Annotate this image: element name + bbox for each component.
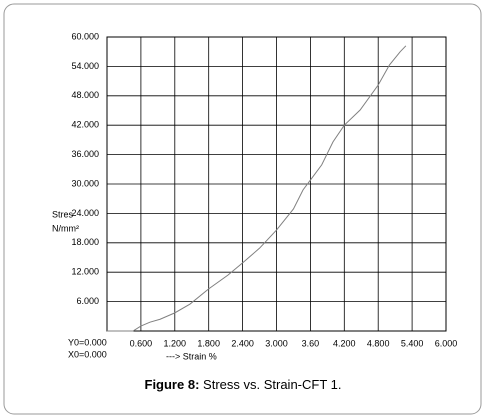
caption: Figure 8: Stress vs. Strain-CFT 1. [145,377,342,392]
origin-label: Y0=0.000 [68,337,107,347]
y-tick-label: 18.000 [71,237,99,247]
x-tick-label: 4.800 [367,338,390,348]
x-tick-label: 6.000 [435,338,458,348]
origin-label: X0=0.000 [68,349,107,359]
x-tick-label: 1.200 [164,338,187,348]
x-tick-label: 5.400 [401,338,424,348]
x-tick-label: 2.400 [231,338,254,348]
y-tick-label: 54.000 [71,61,99,71]
x-tick-label: 4.200 [333,338,356,348]
y-tick-label: 36.000 [71,149,99,159]
caption-text: Stress vs. Strain-CFT 1. [203,377,341,392]
x-axis-label: ---> Strain % [166,351,217,361]
y-tick-label: 60.000 [71,31,99,41]
x-tick-label: 0.600 [130,338,153,348]
figure-border [3,3,482,415]
y-axis-label: Stres [52,209,74,219]
y-tick-label: 42.000 [71,120,99,130]
x-tick-label: 1.800 [197,338,220,348]
x-tick-label: 3.000 [265,338,288,348]
y-tick-label: 30.000 [71,178,99,188]
y-tick-label: 48.000 [71,90,99,100]
caption-label: Figure 8: [145,377,200,392]
y-tick-label: 24.000 [71,208,99,218]
x-tick-label: 3.60 [302,338,320,348]
y-axis-label: N/mm² [52,223,79,233]
y-tick-label: 6.000 [76,296,99,306]
y-tick-label: 12.000 [71,267,99,277]
series-line [107,45,407,332]
